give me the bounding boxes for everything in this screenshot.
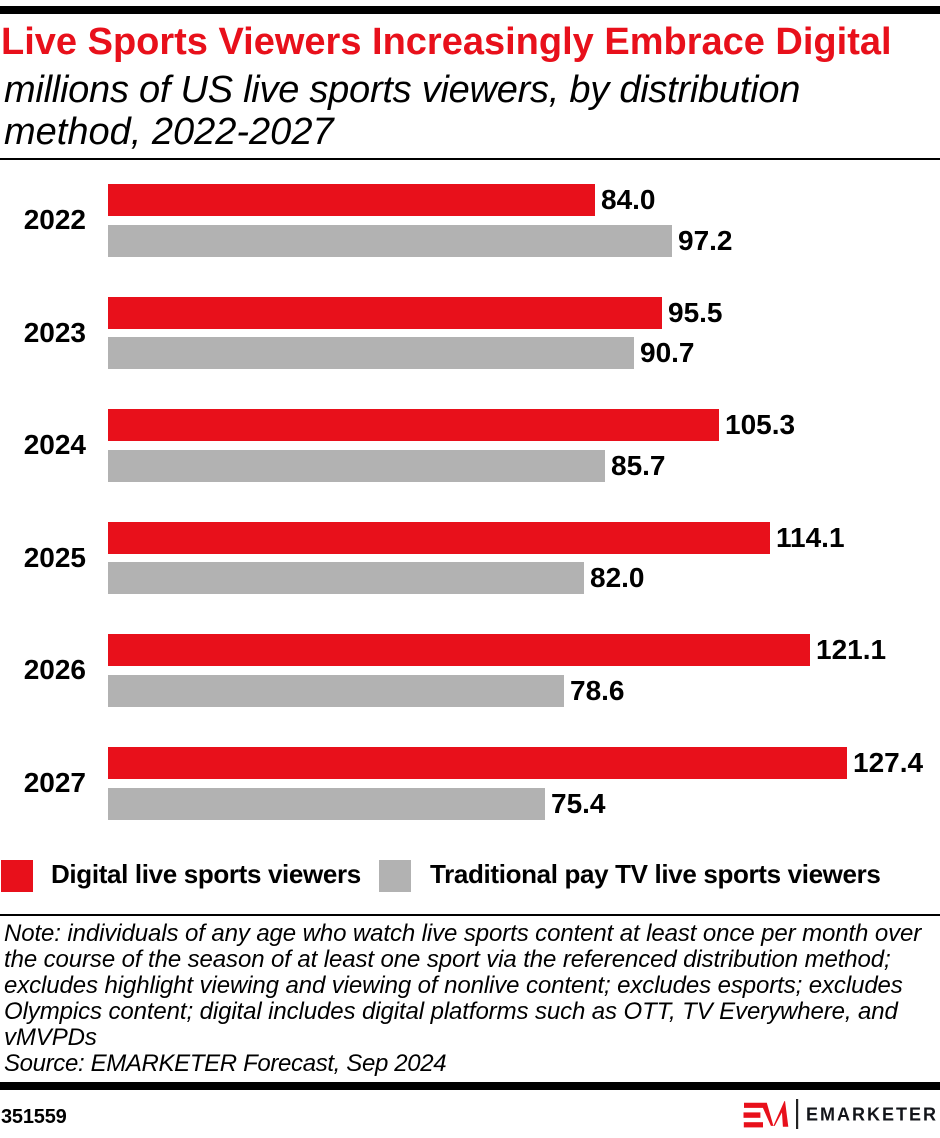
- svg-text:EMARKETER: EMARKETER: [806, 1105, 938, 1125]
